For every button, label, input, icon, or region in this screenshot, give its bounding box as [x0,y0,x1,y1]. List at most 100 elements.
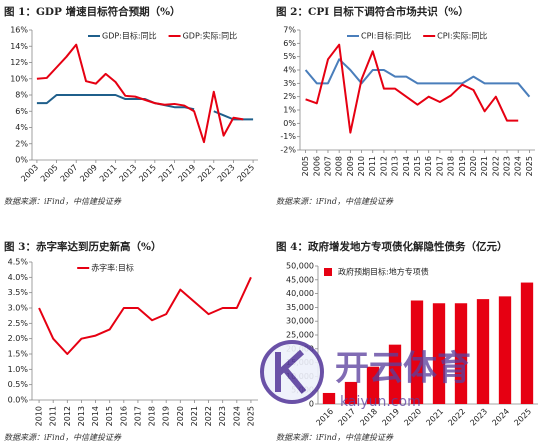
bar [432,303,446,404]
chart-title: 图 4：政府增发地方专项债化解隐性债务（亿元） [276,240,507,253]
legend-swatch [324,268,332,276]
x-tick-label: 2019 [177,163,198,184]
y-tick-label: 2.0% [8,334,29,343]
x-tick-label: 2016 [424,156,433,176]
y-tick-label: 3.0% [8,304,29,313]
y-tick-label: 5% [283,52,296,61]
x-tick-label: 2005 [39,163,60,184]
x-tick-label: 2011 [49,406,58,426]
y-tick-label: 6% [283,39,296,48]
y-tick-label: 1% [283,106,296,115]
watermark-site: kaiyun.com [340,394,421,410]
legend-label: GDP:实际:同比 [183,31,238,41]
y-tick-label: 4% [15,123,28,132]
chart-title: 图 3：赤字率达到历史新高（%） [4,240,161,253]
source-note: 数据来源：iFind，中信建投证券 [4,197,122,206]
x-tick-label: 2021 [196,163,217,184]
y-tick-label: -1% [280,132,296,141]
y-tick-label: 45,000 [286,275,314,284]
x-tick-label: 2023 [216,163,237,184]
y-tick-label: 10% [10,74,28,83]
y-tick-label: 6% [15,107,28,116]
x-tick-label: 2021 [480,156,489,176]
y-tick-label: 2.5% [8,319,29,328]
x-tick-label: 2012 [63,406,72,426]
x-tick-label: 2008 [335,156,344,176]
y-tick-label: 7% [283,26,296,35]
x-tick-label: 2017 [435,156,444,176]
y-tick-label: 35,000 [286,303,314,312]
source-note: 数据来源：iFind，中信建投证券 [276,197,394,206]
x-tick-label: 2005 [301,156,310,176]
x-tick-label: 2022 [446,407,467,428]
x-tick-label: 2017 [133,406,142,426]
x-tick-label: 2006 [312,156,321,176]
x-tick-label: 2007 [59,163,80,184]
x-tick-label: 2014 [91,406,100,426]
watermark-logo [260,340,324,404]
x-tick-label: 2013 [391,156,400,176]
x-tick-label: 2020 [176,406,185,426]
x-tick-label: 2009 [346,156,355,176]
x-tick-label: 2016 [119,406,128,426]
y-tick-label: 0 [309,400,314,409]
series-line [305,43,519,134]
y-tick-label: 0% [15,156,28,165]
x-tick-label: 2010 [35,406,44,426]
x-tick-label: 2011 [368,156,377,176]
y-tick-label: 1.0% [8,365,29,374]
x-tick-label: 2022 [491,156,500,176]
x-tick-label: 2023 [468,407,489,428]
x-tick-label: 2009 [78,163,99,184]
x-tick-label: 2015 [137,163,158,184]
y-tick-label: 2% [15,139,28,148]
y-tick-label: 4.5% [8,258,29,267]
watermark-logo-k [275,349,307,394]
x-tick-label: 2018 [148,406,157,426]
bar [520,282,534,404]
y-tick-label: 8% [15,91,28,100]
y-tick-label: -2% [280,146,296,155]
legend-label: 赤字率:目标 [91,263,134,273]
series-line [36,43,244,144]
x-tick-label: 2003 [19,163,40,184]
y-tick-label: 50,000 [286,262,314,271]
y-tick-label: 3% [283,79,296,88]
x-tick-label: 2020 [469,156,478,176]
legend-label: GDP:目标:同比 [102,31,157,41]
y-tick-label: 0% [283,119,296,128]
legend-label: CPI:目标:同比 [361,31,411,41]
x-tick-label: 2021 [424,407,445,428]
x-tick-label: 2012 [379,156,388,176]
x-tick-label: 2014 [402,156,411,176]
bar [498,296,512,404]
y-tick-label: 12% [10,58,28,67]
x-tick-label: 2022 [204,406,213,426]
x-tick-label: 2025 [512,407,533,428]
x-tick-label: 2024 [232,406,241,426]
y-tick-label: 1.5% [8,350,29,359]
y-tick-label: 14% [10,42,28,51]
x-tick-label: 2016 [314,407,335,428]
legend-label: CPI:实际:同比 [437,31,487,41]
x-tick-label: 2019 [458,156,467,176]
watermark-name: 开云体育 [335,349,471,389]
y-tick-label: 3.5% [8,288,29,297]
x-tick-label: 2025 [236,163,257,184]
x-tick-label: 2013 [118,163,139,184]
y-tick-label: 25,000 [286,331,314,340]
x-tick-label: 2011 [98,163,119,184]
source-note: 数据来源：iFind，中信建投证券 [4,433,122,442]
bar [322,392,336,404]
series-line [36,94,254,121]
series-line [38,276,252,355]
x-tick-label: 2015 [105,406,114,426]
x-tick-label: 2017 [157,163,178,184]
y-tick-label: 4.0% [8,273,29,282]
x-tick-label: 2023 [503,156,512,176]
y-tick-label: 0.0% [8,396,29,405]
bar [454,303,468,404]
y-tick-label: 2% [283,92,296,101]
y-tick-label: 0.5% [8,380,29,389]
